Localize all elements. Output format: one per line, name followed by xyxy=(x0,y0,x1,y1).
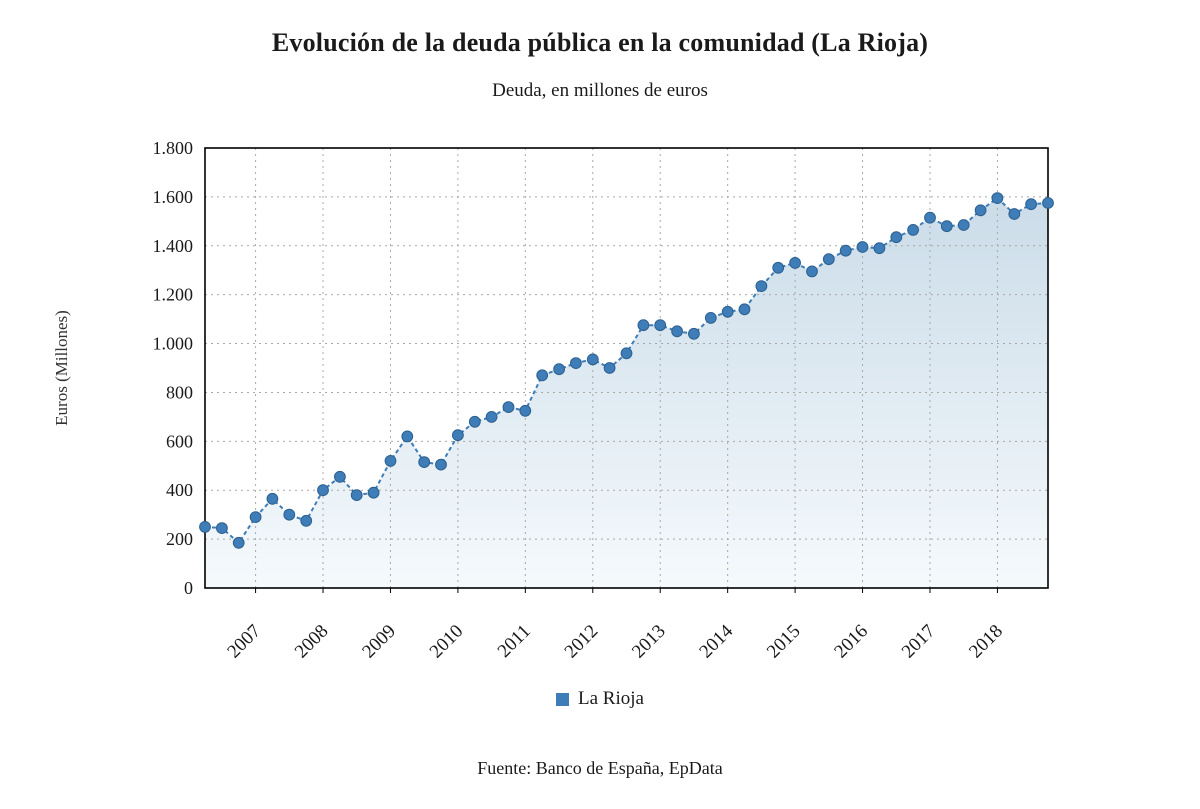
x-axis-labels: 2007 2008 2009 2010 2011 2012 2013 2014 2015 2016… xyxy=(223,588,1007,662)
svg-text:400: 400 xyxy=(166,480,193,500)
svg-text:2011: 2011 xyxy=(494,621,535,662)
svg-text:2017: 2017 xyxy=(898,621,940,663)
svg-text:1.000: 1.000 xyxy=(153,334,194,354)
chart-subtitle: Deuda, en millones de euros xyxy=(492,80,708,101)
svg-text:2013: 2013 xyxy=(628,621,670,663)
svg-text:2007: 2007 xyxy=(223,621,265,663)
svg-text:2008: 2008 xyxy=(291,621,333,663)
legend-swatch-icon xyxy=(556,692,570,706)
series-points xyxy=(199,192,1054,549)
svg-text:1.600: 1.600 xyxy=(153,187,194,207)
y-axis-labels: 0 200 400 600 800 1.000 1.200 1.400 1.600 1.800 xyxy=(153,138,194,598)
svg-text:2014: 2014 xyxy=(695,620,737,662)
chart-title: Evolución de la deuda pública en la comu… xyxy=(271,28,929,57)
svg-text:0: 0 xyxy=(184,578,193,598)
plot-border xyxy=(204,147,1049,589)
debt-line-chart: 0 200 400 600 800 1.000 1.200 1.400 1.600 1.800 20… xyxy=(153,138,1054,662)
svg-text:2009: 2009 xyxy=(358,621,400,663)
svg-text:600: 600 xyxy=(166,431,193,451)
svg-text:1.800: 1.800 xyxy=(153,138,194,158)
gridlines xyxy=(205,148,1048,588)
svg-text:2010: 2010 xyxy=(426,621,468,663)
source-credit: Fuente: Banco de España, EpData xyxy=(477,758,723,778)
svg-text:2016: 2016 xyxy=(830,621,872,663)
svg-text:800: 800 xyxy=(166,382,193,402)
legend: La Rioja xyxy=(0,688,1200,710)
svg-text:1.400: 1.400 xyxy=(153,236,194,256)
svg-text:200: 200 xyxy=(166,529,193,549)
svg-text:1.200: 1.200 xyxy=(153,285,194,305)
legend-item-la-rioja[interactable]: La Rioja xyxy=(578,688,644,709)
series-area xyxy=(205,198,1048,588)
svg-text:2012: 2012 xyxy=(561,621,603,663)
svg-text:2018: 2018 xyxy=(965,621,1007,663)
svg-text:2015: 2015 xyxy=(763,621,805,663)
